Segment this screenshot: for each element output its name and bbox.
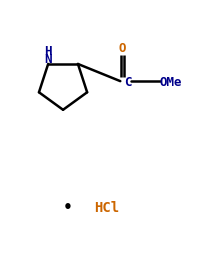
Text: OMe: OMe bbox=[160, 76, 182, 89]
Text: O: O bbox=[119, 42, 126, 55]
Text: H: H bbox=[44, 45, 52, 58]
Text: C: C bbox=[124, 76, 131, 89]
Text: •: • bbox=[62, 200, 72, 215]
Text: HCl: HCl bbox=[95, 201, 120, 215]
Text: N: N bbox=[44, 53, 52, 66]
